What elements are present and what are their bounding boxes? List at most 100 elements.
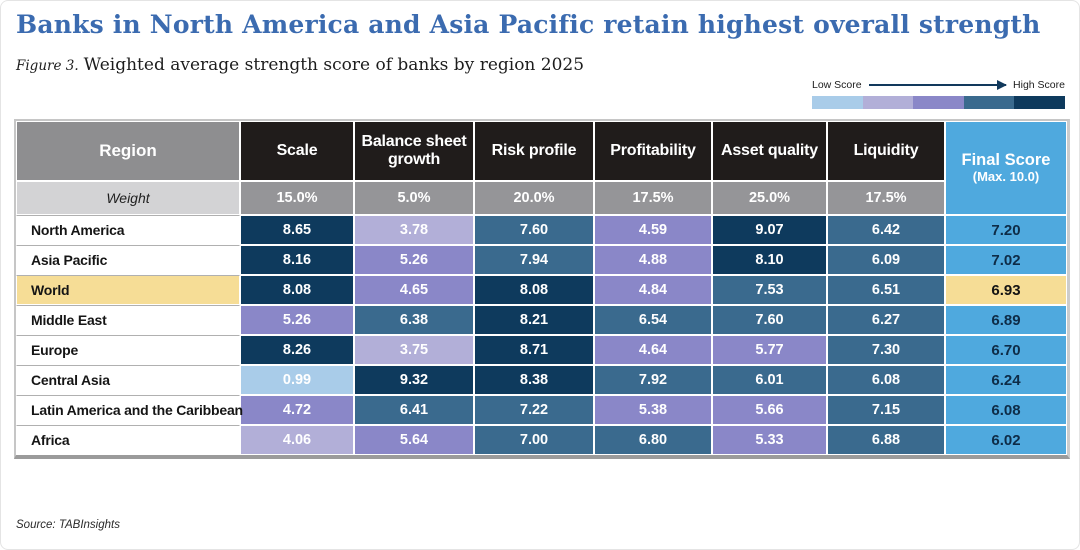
final-score-max-label: (Max. 10.0) (972, 169, 1040, 185)
score-cell-north-america-asset-quality: 9.07 (712, 215, 827, 245)
legend-low-label: Low Score (812, 79, 862, 91)
score-cell-world-asset-quality: 7.53 (712, 275, 827, 305)
figure-label: Figure 3. (16, 58, 79, 74)
score-cell-europe-scale: 8.26 (240, 335, 354, 365)
column-header-risk-profile: Risk profile (474, 121, 594, 181)
column-header-balance-sheet-growth: Balance sheet growth (354, 121, 474, 181)
score-cell-middle-east-profitability: 6.54 (594, 305, 712, 335)
score-cell-africa-liquidity: 6.88 (827, 425, 945, 455)
score-cell-middle-east-balance-sheet-growth: 6.38 (354, 305, 474, 335)
score-cell-europe-profitability: 4.64 (594, 335, 712, 365)
score-cell-latin-america-and-the-caribbean-profitability: 5.38 (594, 395, 712, 425)
weight-asset-quality: 25.0% (712, 181, 827, 215)
weight-balance-sheet-growth: 5.0% (354, 181, 474, 215)
score-cell-north-america-scale: 8.65 (240, 215, 354, 245)
score-cell-latin-america-and-the-caribbean-asset-quality: 5.66 (712, 395, 827, 425)
legend-arrow-icon (868, 80, 1008, 90)
strength-table: Region Scale Balance sheet growth Risk prof… (16, 121, 1067, 455)
legend-swatch-2 (862, 96, 914, 109)
weight-scale: 15.0% (240, 181, 354, 215)
final-score-cell-africa: 6.02 (945, 425, 1067, 455)
weight-row-label: Weight (16, 181, 240, 215)
score-cell-latin-america-and-the-caribbean-scale: 4.72 (240, 395, 354, 425)
score-cell-africa-profitability: 6.80 (594, 425, 712, 455)
score-cell-asia-pacific-liquidity: 6.09 (827, 245, 945, 275)
table-row-asia-pacific: Asia Pacific 8.16 5.26 7.94 4.88 8.10 6.09 7.02 (16, 245, 1067, 275)
score-cell-latin-america-and-the-caribbean-risk-profile: 7.22 (474, 395, 594, 425)
final-score-cell-north-america: 7.20 (945, 215, 1067, 245)
column-header-liquidity: Liquidity (827, 121, 945, 181)
score-cell-central-asia-balance-sheet-growth: 9.32 (354, 365, 474, 395)
final-score-header-label: Final Score (961, 151, 1051, 170)
page-title: Banks in North America and Asia Pacific … (16, 10, 1041, 39)
score-cell-middle-east-risk-profile: 8.21 (474, 305, 594, 335)
legend-swatch-3 (913, 96, 964, 109)
score-cell-middle-east-scale: 5.26 (240, 305, 354, 335)
score-cell-world-profitability: 4.84 (594, 275, 712, 305)
legend-high-label: High Score (1013, 79, 1065, 91)
weight-liquidity: 17.5% (827, 181, 945, 215)
figure-caption-text: Weighted average strength score of banks… (83, 55, 585, 75)
score-cell-central-asia-risk-profile: 8.38 (474, 365, 594, 395)
score-cell-africa-scale: 4.06 (240, 425, 354, 455)
score-cell-africa-asset-quality: 5.33 (712, 425, 827, 455)
table-row-central-asia: Central Asia 0.99 9.32 8.38 7.92 6.01 6.08 6.24 (16, 365, 1067, 395)
score-cell-middle-east-asset-quality: 7.60 (712, 305, 827, 335)
score-cell-north-america-balance-sheet-growth: 3.78 (354, 215, 474, 245)
region-cell-asia-pacific: Asia Pacific (16, 245, 240, 275)
score-cell-central-asia-profitability: 7.92 (594, 365, 712, 395)
table-row-north-america: North America 8.65 3.78 7.60 4.59 9.07 6.42 7.2… (16, 215, 1067, 245)
score-cell-north-america-liquidity: 6.42 (827, 215, 945, 245)
score-legend: Low Score High Score (812, 79, 1065, 109)
score-cell-asia-pacific-profitability: 4.88 (594, 245, 712, 275)
table-row-europe: Europe 8.26 3.75 8.71 4.64 5.77 7.30 6.70 (16, 335, 1067, 365)
final-score-cell-europe: 6.70 (945, 335, 1067, 365)
legend-color-scale (812, 96, 1065, 109)
column-header-region: Region (16, 121, 240, 181)
legend-swatch-5 (1014, 96, 1065, 109)
region-cell-world: World (16, 275, 240, 305)
score-cell-central-asia-liquidity: 6.08 (827, 365, 945, 395)
weight-risk-profile: 20.0% (474, 181, 594, 215)
final-score-cell-latin-america-and-the-caribbean: 6.08 (945, 395, 1067, 425)
score-cell-africa-risk-profile: 7.00 (474, 425, 594, 455)
score-cell-asia-pacific-balance-sheet-growth: 5.26 (354, 245, 474, 275)
final-score-cell-middle-east: 6.89 (945, 305, 1067, 335)
region-cell-middle-east: Middle East (16, 305, 240, 335)
score-cell-africa-balance-sheet-growth: 5.64 (354, 425, 474, 455)
score-cell-latin-america-and-the-caribbean-balance-sheet-growth: 6.41 (354, 395, 474, 425)
figure-caption: Figure 3. Weighted average strength score… (16, 55, 584, 75)
score-cell-middle-east-liquidity: 6.27 (827, 305, 945, 335)
region-cell-north-america: North America (16, 215, 240, 245)
score-cell-latin-america-and-the-caribbean-liquidity: 7.15 (827, 395, 945, 425)
column-header-profitability: Profitability (594, 121, 712, 181)
legend-swatch-4 (963, 96, 1015, 109)
region-cell-africa: Africa (16, 425, 240, 455)
region-cell-europe: Europe (16, 335, 240, 365)
column-header-scale: Scale (240, 121, 354, 181)
score-cell-europe-liquidity: 7.30 (827, 335, 945, 365)
strength-table-container: Region Scale Balance sheet growth Risk prof… (14, 119, 1070, 459)
score-cell-asia-pacific-scale: 8.16 (240, 245, 354, 275)
score-cell-central-asia-asset-quality: 6.01 (712, 365, 827, 395)
score-cell-asia-pacific-risk-profile: 7.94 (474, 245, 594, 275)
table-row-world: World 8.08 4.65 8.08 4.84 7.53 6.51 6.93 (16, 275, 1067, 305)
score-cell-north-america-profitability: 4.59 (594, 215, 712, 245)
final-score-cell-world: 6.93 (945, 275, 1067, 305)
legend-swatch-1 (812, 96, 863, 109)
final-score-cell-asia-pacific: 7.02 (945, 245, 1067, 275)
column-header-final-score: Final Score (Max. 10.0) (945, 121, 1067, 215)
score-cell-world-scale: 8.08 (240, 275, 354, 305)
region-cell-central-asia: Central Asia (16, 365, 240, 395)
score-cell-asia-pacific-asset-quality: 8.10 (712, 245, 827, 275)
score-cell-europe-asset-quality: 5.77 (712, 335, 827, 365)
column-header-asset-quality: Asset quality (712, 121, 827, 181)
weight-profitability: 17.5% (594, 181, 712, 215)
region-cell-latin-america-and-the-caribbean: Latin America and the Caribbean (16, 395, 243, 425)
final-score-cell-central-asia: 6.24 (945, 365, 1067, 395)
score-cell-europe-risk-profile: 8.71 (474, 335, 594, 365)
score-cell-world-risk-profile: 8.08 (474, 275, 594, 305)
table-row-africa: Africa 4.06 5.64 7.00 6.80 5.33 6.88 6.02 (16, 425, 1067, 455)
score-cell-world-balance-sheet-growth: 4.65 (354, 275, 474, 305)
source-note: Source: TABInsights (16, 519, 120, 531)
